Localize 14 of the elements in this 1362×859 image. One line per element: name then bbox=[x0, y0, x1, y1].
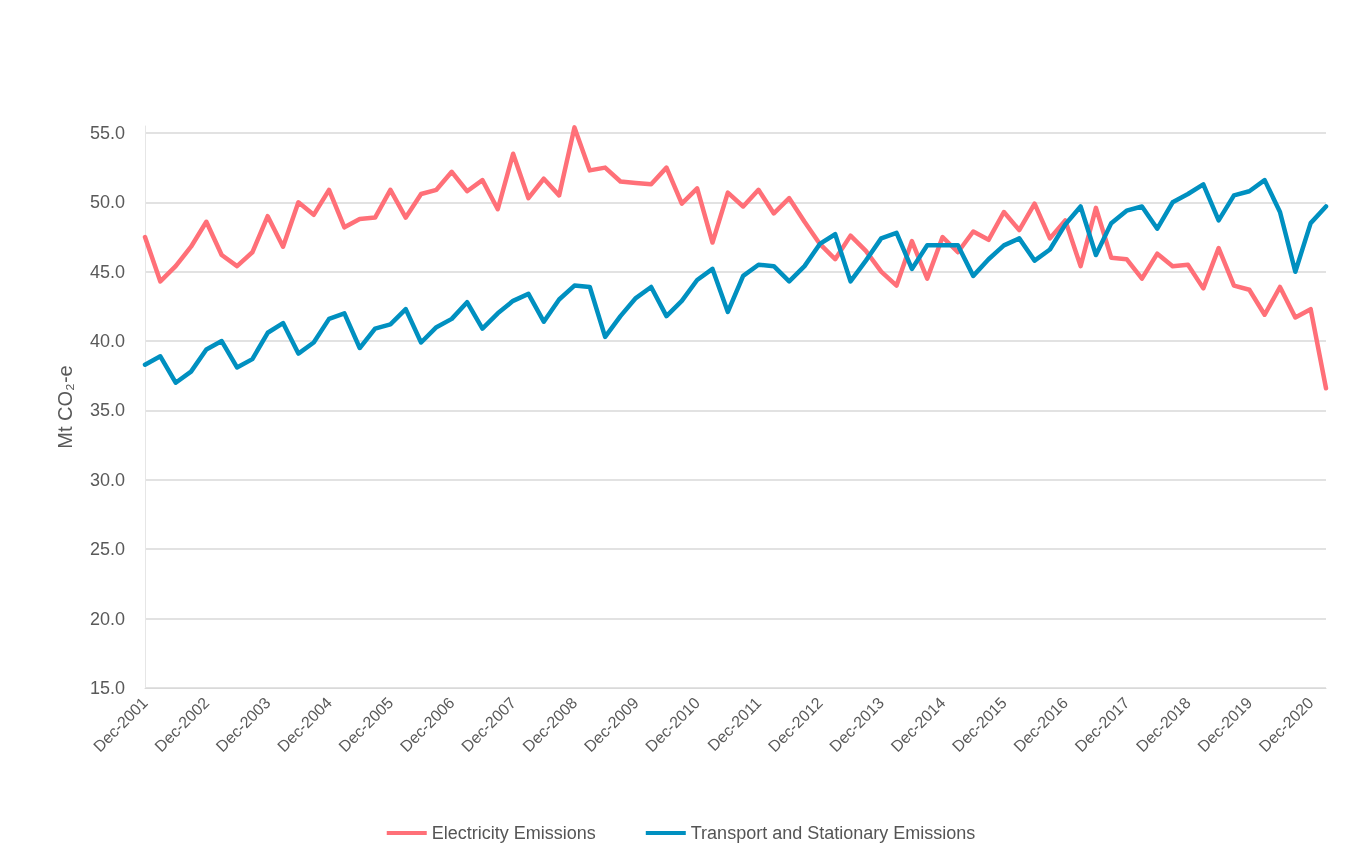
y-tick-label: 35.0 bbox=[89, 400, 125, 421]
y-tick-label: 45.0 bbox=[89, 261, 125, 282]
legend-label: Electricity Emissions bbox=[431, 823, 596, 843]
y-axis-title: Mt CO₂-e bbox=[54, 365, 76, 449]
line-series bbox=[142, 125, 1329, 391]
y-tick-label: 55.0 bbox=[89, 122, 125, 143]
line-series bbox=[142, 177, 1329, 385]
y-tick-label: 25.0 bbox=[89, 539, 125, 560]
y-tick-label: 15.0 bbox=[89, 678, 125, 698]
y-tick-label: 50.0 bbox=[89, 192, 125, 213]
y-tick-label: 30.0 bbox=[89, 469, 125, 490]
y-tick-label: 40.0 bbox=[89, 331, 125, 352]
legend-label: Transport and Stationary Emissions bbox=[690, 823, 976, 843]
y-tick-label: 20.0 bbox=[89, 608, 125, 629]
